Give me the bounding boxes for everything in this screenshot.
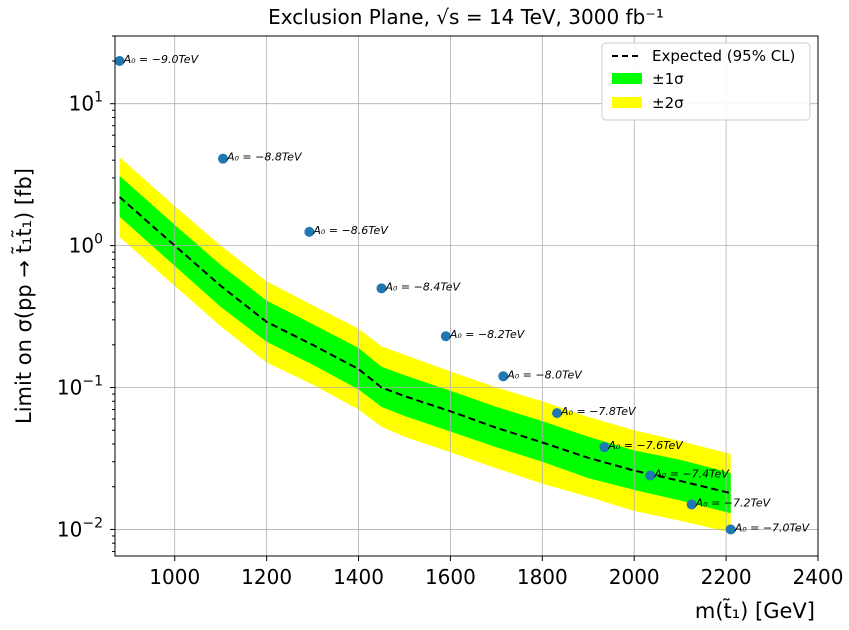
benchmark-point	[217, 153, 228, 164]
x-axis-title: m(t̃₁) [GeV]	[695, 598, 815, 623]
benchmark-point-label: A₀ = −9.0TeV	[123, 53, 200, 66]
benchmark-point	[645, 470, 656, 481]
chart-title: Exclusion Plane, √s = 14 TeV, 3000 fb⁻¹	[268, 5, 664, 29]
benchmark-point-label: A₀ = −8.0TeV	[506, 368, 583, 381]
benchmark-points: A₀ = −9.0TeV A₀ = −8.8TeV A₀ = −8.6TeV A₀ =…	[114, 53, 811, 535]
legend-1sigma-swatch	[612, 73, 642, 84]
y-tick-label: 101	[69, 90, 103, 116]
benchmark-point	[552, 408, 563, 419]
x-tick-label: 2400	[793, 565, 844, 589]
benchmark-point	[376, 283, 387, 294]
plot-frame	[114, 35, 819, 557]
legend-expected-label: Expected (95% CL)	[652, 47, 795, 65]
legend-2sigma-label: ±2σ	[652, 94, 684, 112]
benchmark-point-label: A₀ = −7.6TeV	[607, 439, 684, 452]
x-tick-label: 1800	[517, 565, 568, 589]
expected-limit-line	[118, 196, 731, 495]
uncertainty-bands	[119, 157, 731, 533]
benchmark-point	[114, 55, 125, 66]
benchmark-point	[725, 524, 736, 535]
y-tick-label: 10−2	[57, 515, 103, 541]
benchmark-point	[304, 226, 315, 237]
y-axis-ticks: 10−2 10−1 100 101	[57, 35, 115, 552]
benchmark-point-label: A₀ = −8.8TeV	[226, 151, 303, 164]
legend-2sigma-swatch	[612, 97, 642, 108]
benchmark-point-label: A₀ = −8.4TeV	[384, 280, 461, 293]
x-tick-label: 1000	[149, 565, 200, 589]
benchmark-point	[440, 331, 451, 342]
benchmark-point-label: A₀ = −8.6TeV	[312, 224, 389, 237]
legend-1sigma-label: ±1σ	[652, 70, 684, 88]
benchmark-point-label: A₀ = −7.4TeV	[653, 467, 730, 480]
benchmark-point-label: A₀ = −7.8TeV	[560, 405, 637, 418]
legend: Expected (95% CL) ±1σ ±2σ	[601, 42, 811, 121]
band-1sigma	[119, 175, 731, 514]
x-tick-label: 1400	[333, 565, 384, 589]
expected-limit-curve	[118, 196, 731, 495]
benchmark-point-label: A₀ = −7.2TeV	[695, 496, 772, 509]
benchmark-point	[498, 371, 509, 382]
legend-box	[601, 42, 811, 121]
x-tick-label: 2200	[701, 565, 752, 589]
y-tick-label: 10−1	[57, 374, 103, 400]
benchmark-point	[599, 442, 610, 453]
x-tick-label: 1200	[241, 565, 292, 589]
x-axis-ticks: 1000 1200 1400 1600 1800 2000 2200 2400	[149, 556, 843, 589]
x-tick-label: 1600	[425, 565, 476, 589]
benchmark-point-label: A₀ = −8.2TeV	[449, 328, 526, 341]
x-tick-label: 2000	[609, 565, 660, 589]
y-tick-label: 100	[69, 232, 103, 258]
y-axis-title: Limit on σ(pp → t̃₁t̃₁) [fb]	[11, 168, 36, 424]
benchmark-point-label: A₀ = −7.0TeV	[734, 521, 811, 534]
benchmark-point	[686, 499, 697, 510]
